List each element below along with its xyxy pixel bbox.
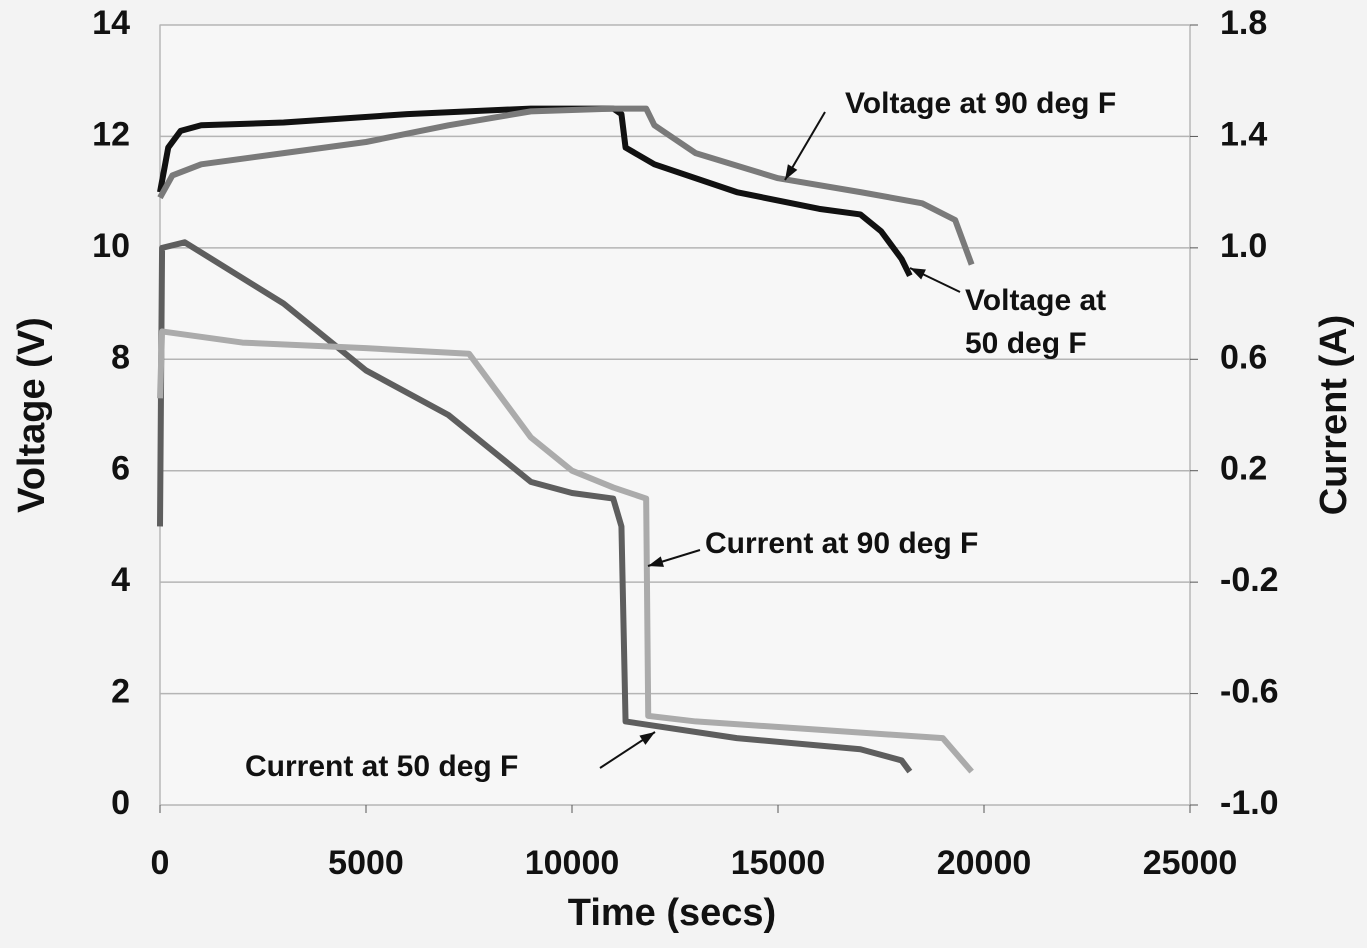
y2-tick-label: 0.2: [1220, 450, 1267, 488]
arrow-head: [785, 164, 798, 180]
y-tick-label: 6: [111, 450, 130, 488]
arrow-head: [910, 268, 926, 280]
y-tick-label: 2: [111, 673, 130, 711]
series-line: [157, 328, 974, 774]
series-line: [157, 105, 975, 266]
x-tick-label: 0: [151, 844, 170, 882]
y-tick-label: 12: [92, 115, 130, 153]
plot-area: [159, 24, 1191, 806]
y2-tick-label: 1.4: [1220, 115, 1267, 153]
series-line: [157, 105, 913, 278]
y-tick-label: 4: [111, 561, 130, 599]
y2-tick-label: -1.0: [1220, 784, 1279, 822]
y2-axis-label: Current (A): [1313, 315, 1355, 516]
y2-tick-label: 1.8: [1220, 4, 1267, 42]
annotation: Voltage at: [965, 284, 1106, 317]
arrow-head: [639, 732, 655, 745]
y2-tick-label: -0.6: [1220, 673, 1279, 711]
x-tick-label: 5000: [328, 844, 404, 882]
x-tick-label: 20000: [937, 844, 1032, 882]
x-tick-label: 15000: [731, 844, 826, 882]
x-axis-label: Time (secs): [568, 892, 776, 934]
series-line: [157, 239, 913, 774]
annotation: Current at 90 deg F: [705, 527, 978, 560]
y2-tick-label: -0.2: [1220, 561, 1279, 599]
y-tick-label: 0: [111, 784, 130, 822]
y-axis-label: Voltage (V): [11, 317, 53, 513]
y-tick-label: 8: [111, 338, 130, 376]
y-tick-label: 10: [92, 227, 130, 265]
annotation: Current at 50 deg F: [245, 750, 518, 783]
arrow-head: [648, 556, 664, 567]
x-tick-label: 10000: [525, 844, 620, 882]
x-tick-label: 25000: [1143, 844, 1238, 882]
y2-tick-label: 1.0: [1220, 227, 1267, 265]
annotation: 50 deg F: [965, 327, 1087, 360]
y-tick-label: 14: [92, 4, 130, 42]
annotation: Voltage at 90 deg F: [845, 87, 1116, 120]
y2-tick-label: 0.6: [1220, 338, 1267, 376]
